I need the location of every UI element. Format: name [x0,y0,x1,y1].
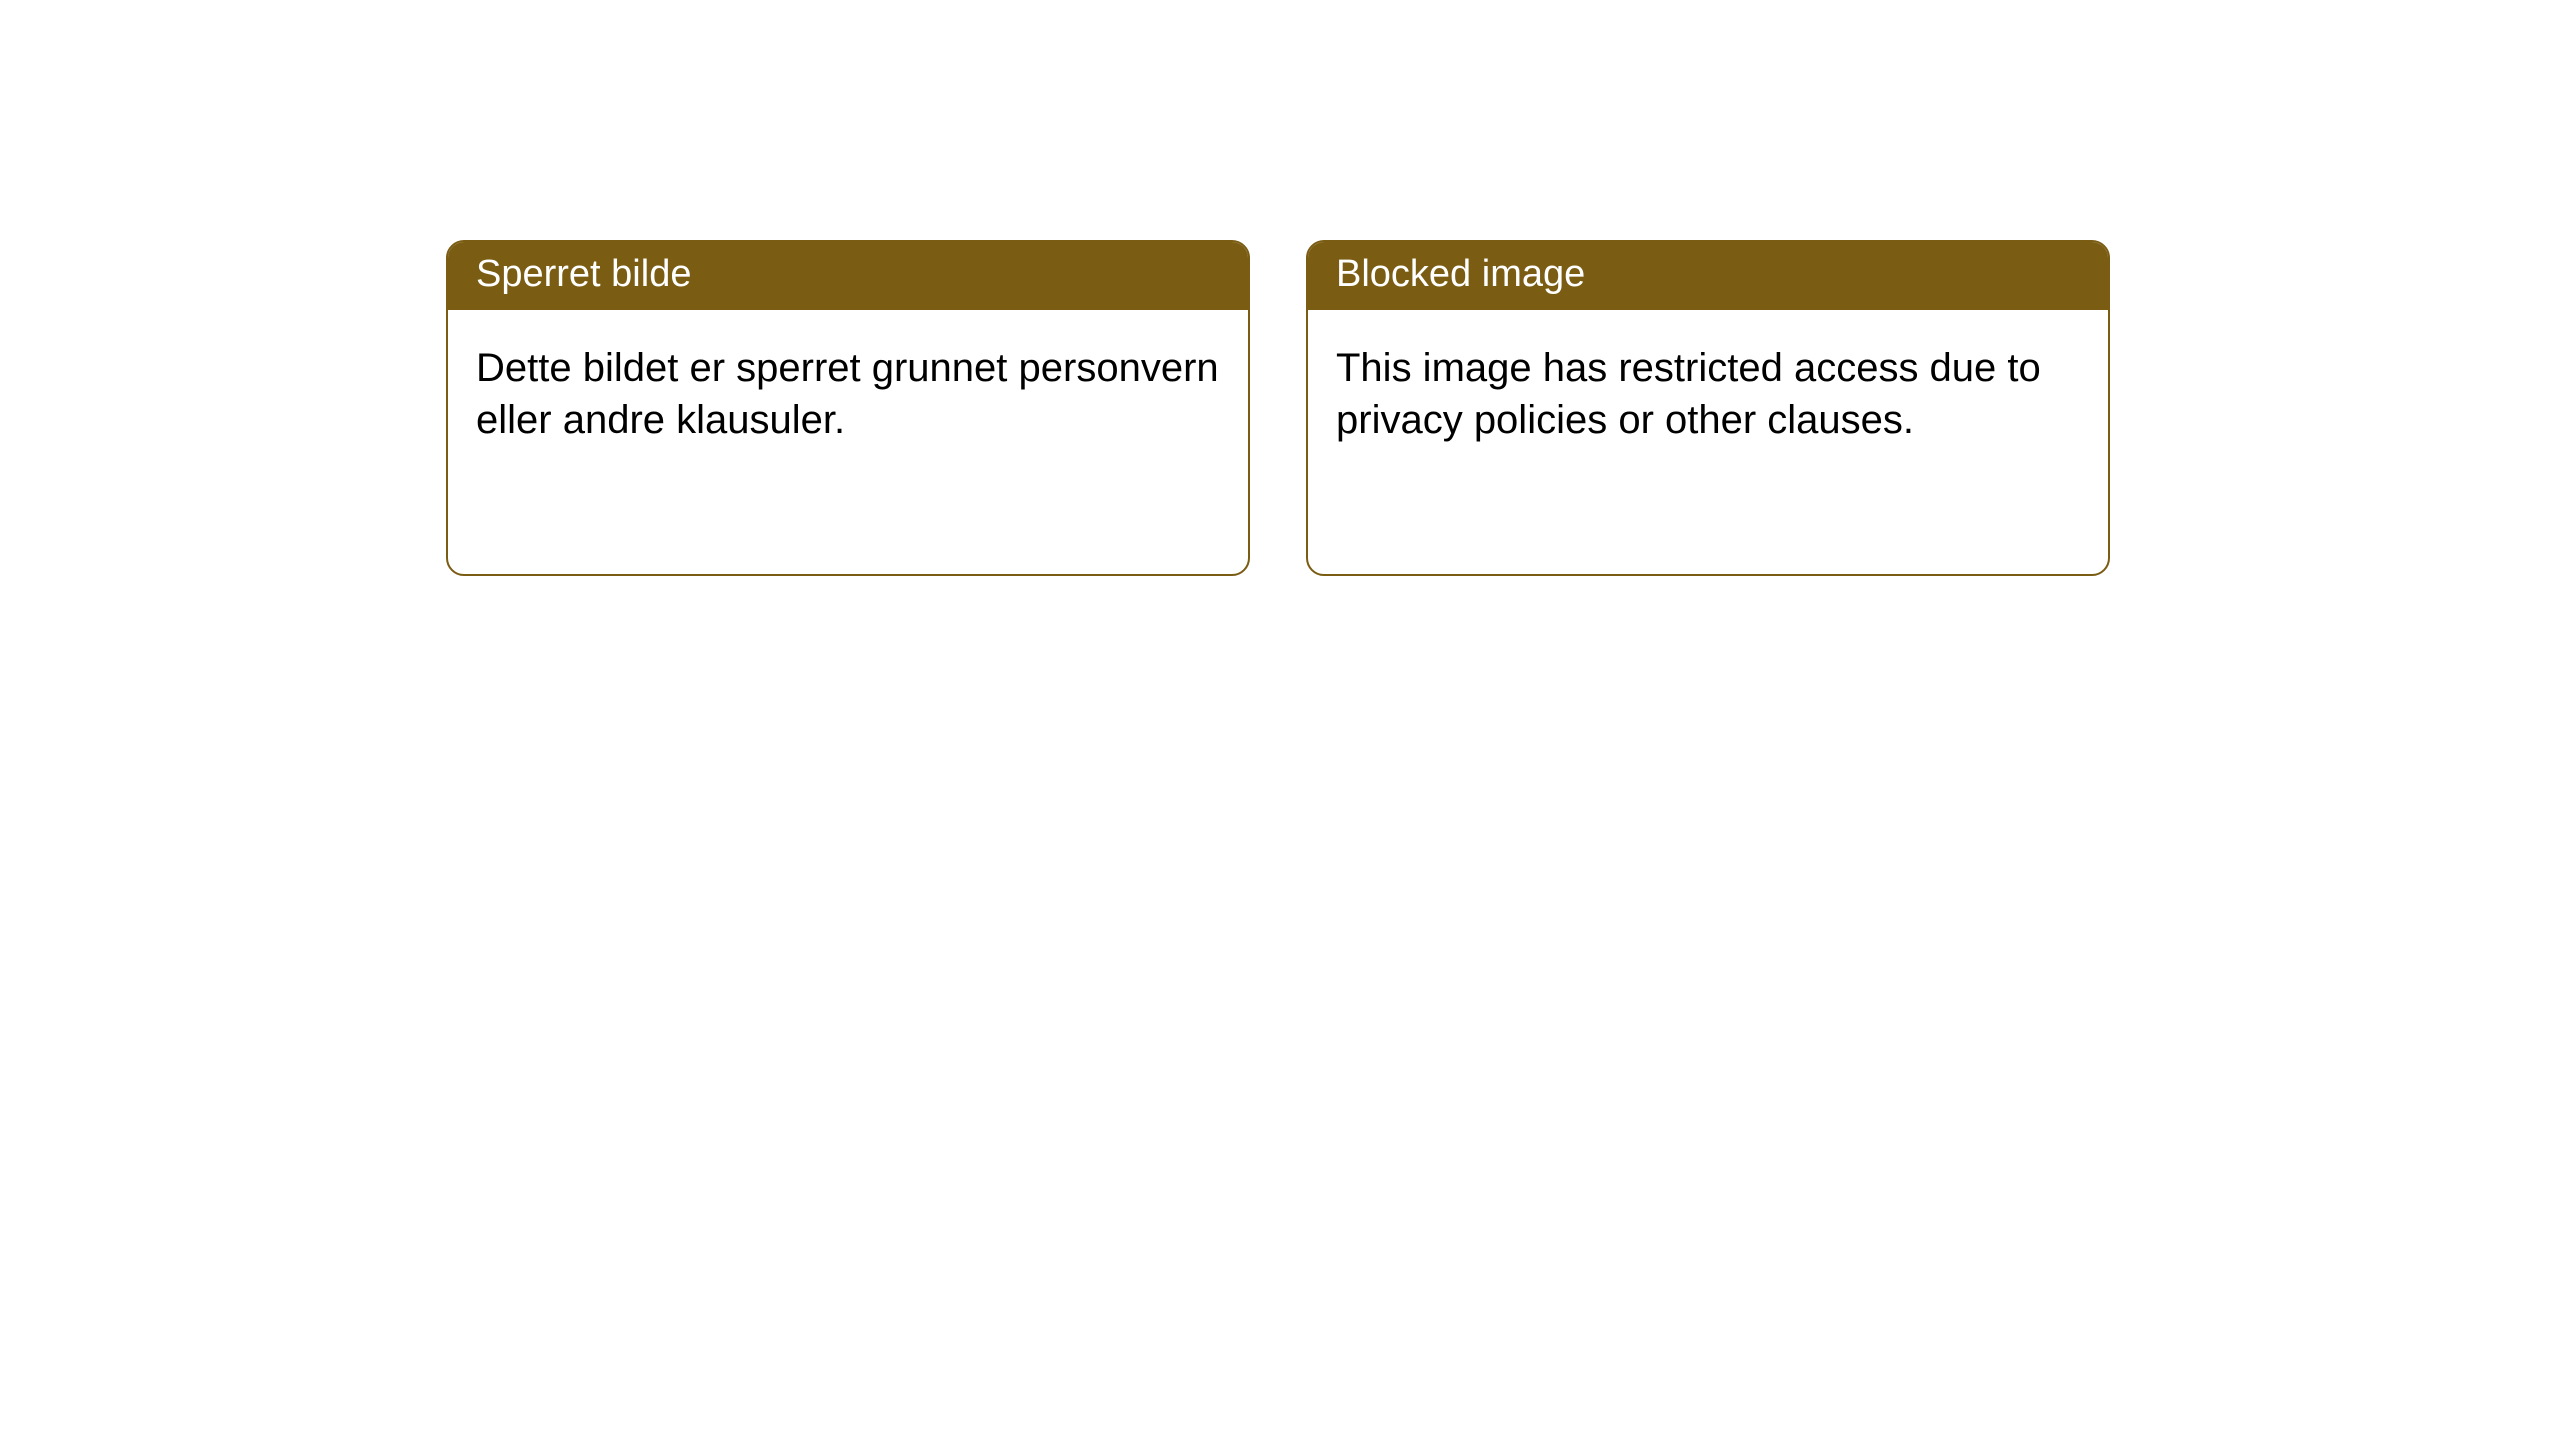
notice-header: Sperret bilde [448,242,1248,310]
notice-message: Dette bildet er sperret grunnet personve… [476,346,1219,442]
notice-header: Blocked image [1308,242,2108,310]
notice-title: Sperret bilde [476,253,691,295]
notice-card-norwegian: Sperret bilde Dette bildet er sperret gr… [446,240,1250,576]
notice-body: Dette bildet er sperret grunnet personve… [448,310,1248,478]
notice-message: This image has restricted access due to … [1336,346,2041,442]
notice-body: This image has restricted access due to … [1308,310,2108,478]
notice-title: Blocked image [1336,253,1585,295]
notice-container: Sperret bilde Dette bildet er sperret gr… [0,0,2560,576]
notice-card-english: Blocked image This image has restricted … [1306,240,2110,576]
